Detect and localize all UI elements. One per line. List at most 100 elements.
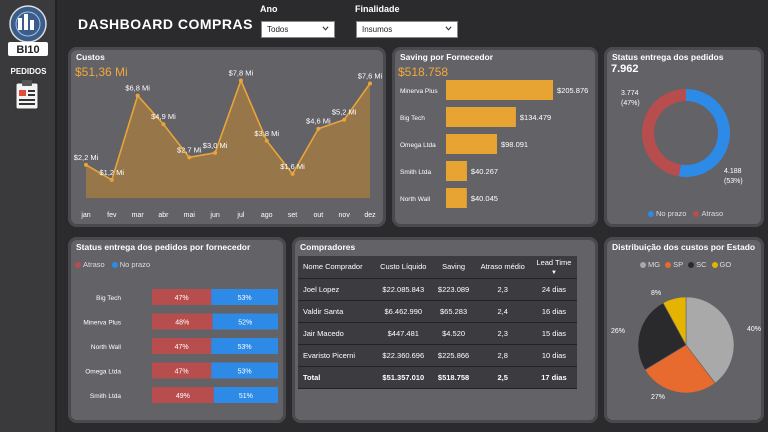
status-legend: No prazo Atraso — [648, 209, 723, 218]
custos-x-tick: mai — [184, 212, 196, 219]
table-row[interactable]: Jair Macedo $447.481 $4.520 2,3 15 dias — [298, 322, 577, 345]
saving-title: Saving por Fornecedor — [400, 52, 494, 62]
fornecedor-data-label: 49% — [176, 393, 190, 400]
custos-data-label: $1,2 Mi — [100, 168, 125, 177]
fornecedor-bar-segment — [152, 289, 212, 305]
col-lead-time[interactable]: Lead Time ▼ — [530, 256, 577, 279]
legend-no-prazo: No prazo — [111, 260, 150, 269]
estado-pie-slice — [644, 344, 716, 394]
saving-total: $518.758 — [398, 65, 449, 79]
bi10-logo: BI10 — [8, 5, 48, 56]
fornecedor-status-card: Status entrega dos pedidos por fornecedo… — [68, 237, 286, 423]
fornecedor-data-label: 48% — [175, 320, 189, 327]
estado-pie-slice — [662, 296, 687, 346]
fornecedor-bar-segment — [211, 289, 278, 305]
saving-bar-chart: Minerva Plus $205.876 Big Tech $134.479 Omeg… — [400, 80, 588, 208]
status-title: Status entrega dos pedidos — [612, 52, 724, 62]
saving-category-label: Omega Ltda — [400, 142, 436, 149]
custos-data-label: $7,8 Mi — [229, 69, 254, 78]
status-data-label: 3.774 — [621, 90, 639, 97]
compradores-title: Compradores — [300, 242, 356, 252]
chevron-down-icon — [322, 26, 329, 31]
logo-text: BI10 — [16, 44, 39, 56]
legend-atraso: Atraso — [75, 260, 105, 269]
estado-legend: MG SP SC GO — [640, 260, 731, 269]
custos-point — [84, 162, 88, 167]
custos-data-label: $2,2 Mi — [74, 153, 99, 162]
custos-title: Custos — [76, 52, 105, 62]
legend-no-prazo: No prazo — [648, 209, 686, 218]
fornecedor-data-label: 53% — [238, 369, 252, 376]
table-row[interactable]: Valdir Santa $6.462.990 $65.283 2,4 16 dias — [298, 300, 577, 323]
sort-desc-icon: ▼ — [550, 269, 557, 276]
status-card: Status entrega dos pedidos 7.962 4.188 (5… — [604, 47, 764, 227]
status-donut-slice — [678, 89, 730, 177]
custos-data-label: $6,8 Mi — [125, 84, 150, 93]
custos-x-tick: set — [288, 212, 297, 219]
filter-finalidade-dropdown[interactable]: Insumos — [356, 21, 458, 38]
fornecedor-category-label: Omega Ltda — [85, 369, 121, 376]
custos-data-label: $3,8 Mi — [254, 129, 279, 138]
custos-point — [135, 93, 140, 98]
custos-total: $51,36 Mi — [75, 65, 128, 79]
custos-point — [342, 117, 347, 122]
col-atraso-medio[interactable]: Atraso médio — [474, 256, 531, 279]
legend-atraso: Atraso — [693, 209, 723, 218]
custos-x-tick: jan — [80, 212, 90, 219]
status-donut-chart: 4.188 (53%) 3.774 (47%) — [621, 89, 743, 185]
custos-x-tick: dez — [364, 212, 376, 219]
table-header-row: Nome Comprador Custo Líquido Saving Atra… — [298, 256, 577, 279]
table-row[interactable]: Joel Lopez $22.085.843 $223.089 2,3 24 dias — [298, 278, 577, 301]
custos-x-tick: jul — [236, 212, 244, 219]
custos-point — [187, 155, 192, 160]
page-title: DASHBOARD COMPRAS — [78, 16, 253, 32]
custos-point — [264, 138, 269, 143]
clipboard-chart-icon[interactable] — [14, 80, 40, 110]
custos-data-label: $2,7 Mi — [177, 145, 202, 154]
compradores-table: Nome Comprador Custo Líquido Saving Atra… — [298, 256, 577, 389]
fornecedor-bar-segment — [213, 387, 278, 403]
status-data-label: (47%) — [621, 100, 640, 107]
fornecedor-bar-segment — [212, 313, 278, 330]
custos-card: Custos $51,36 Mi $2,2 Mi jan $1,2 Mi fev $6,… — [68, 47, 386, 227]
fornecedor-data-label: 53% — [238, 344, 252, 351]
saving-data-label: $40.267 — [471, 167, 498, 176]
custos-data-label: $5,2 Mi — [332, 108, 357, 117]
status-data-label: 4.188 — [724, 168, 742, 175]
estado-pie-chart: 40% 27% 26% 8% — [611, 290, 761, 401]
fornecedor-bar-segment — [211, 362, 278, 379]
filter-ano-label: Ano — [260, 4, 278, 14]
fornecedor-data-label: 47% — [175, 295, 189, 302]
custos-data-label: $4,9 Mi — [151, 112, 176, 121]
fornecedor-category-label: North Wall — [91, 344, 122, 351]
filter-ano-dropdown[interactable]: Todos — [261, 21, 335, 38]
fornecedor-bar-segment — [152, 313, 213, 330]
fornecedor-data-label: 52% — [238, 320, 252, 327]
custos-x-tick: fev — [107, 212, 117, 219]
fornecedor-bar-segment — [152, 338, 212, 354]
col-saving[interactable]: Saving — [432, 256, 475, 279]
saving-data-label: $205.876 — [557, 86, 588, 95]
custos-x-tick: nov — [339, 212, 351, 219]
estado-pie-slice — [685, 296, 735, 384]
saving-data-label: $40.045 — [471, 194, 498, 203]
col-nome-comprador[interactable]: Nome Comprador — [298, 256, 374, 279]
fornecedor-bar-segment — [152, 387, 214, 403]
estado-title: Distribuição dos custos por Estado — [612, 242, 756, 252]
col-custo-liquido[interactable]: Custo Líquido — [373, 256, 433, 279]
fornecedor-category-label: Minerva Plus — [83, 320, 121, 327]
legend-sp: SP — [665, 260, 683, 269]
legend-mg: MG — [640, 260, 660, 269]
legend-go: GO — [711, 260, 731, 269]
sidebar: BI10 PEDIDOS — [0, 0, 57, 432]
status-donut-slice — [642, 89, 686, 177]
custos-point — [109, 177, 114, 182]
custos-point — [368, 81, 372, 86]
filter-ano-value: Todos — [267, 25, 289, 34]
table-row[interactable]: Evaristo Picerni $22.360.696 $225.866 2,8 10… — [298, 344, 577, 367]
fornecedor-data-label: 47% — [175, 344, 189, 351]
status-data-label: (53%) — [724, 178, 743, 185]
fornecedor-legend: Atraso No prazo — [75, 260, 150, 269]
nav-item-pedidos[interactable]: PEDIDOS — [10, 67, 47, 76]
custos-point — [316, 126, 321, 131]
